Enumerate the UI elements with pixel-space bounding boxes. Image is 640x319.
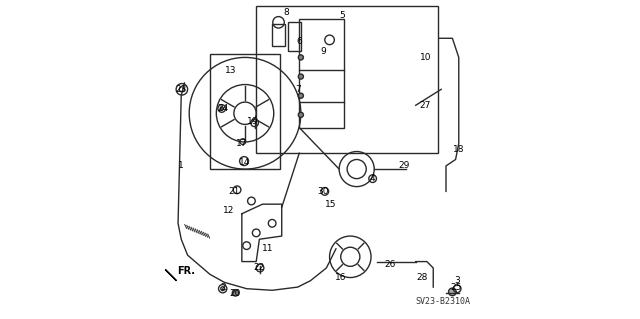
Bar	[300, 19, 344, 128]
Text: 3: 3	[454, 276, 460, 285]
Text: 9: 9	[320, 47, 326, 56]
Text: 2: 2	[220, 283, 225, 292]
Text: SV23-B2310A: SV23-B2310A	[416, 297, 470, 306]
Bar	[210, 54, 280, 169]
Text: 14: 14	[239, 158, 251, 167]
Text: 26: 26	[385, 260, 396, 269]
Text: 19: 19	[247, 117, 259, 126]
Text: 16: 16	[335, 273, 346, 282]
Text: 11: 11	[262, 244, 273, 253]
Text: 18: 18	[453, 145, 465, 154]
Text: FR.: FR.	[177, 266, 195, 276]
Bar	[272, 24, 285, 46]
Text: 1: 1	[179, 161, 184, 170]
Text: 29: 29	[399, 161, 410, 170]
Circle shape	[232, 290, 239, 296]
Text: 17: 17	[236, 139, 248, 148]
Text: 25: 25	[450, 283, 461, 292]
Text: 28: 28	[417, 273, 428, 282]
Circle shape	[449, 288, 456, 296]
Text: 13: 13	[225, 66, 236, 75]
Text: 12: 12	[223, 206, 235, 215]
Bar	[288, 22, 301, 51]
Polygon shape	[165, 270, 177, 281]
Circle shape	[298, 112, 303, 117]
Circle shape	[298, 55, 303, 60]
Bar	[256, 6, 438, 153]
Text: 20: 20	[230, 289, 241, 298]
Circle shape	[298, 74, 303, 79]
Text: 27: 27	[420, 101, 431, 110]
Text: 6: 6	[296, 37, 302, 46]
Text: 8: 8	[284, 8, 289, 17]
Text: 5: 5	[339, 11, 345, 20]
Circle shape	[220, 107, 223, 110]
Text: 24: 24	[217, 104, 228, 113]
Text: 23: 23	[175, 85, 187, 94]
Text: 21: 21	[228, 187, 239, 196]
Text: 30: 30	[317, 187, 329, 196]
Text: 7: 7	[295, 85, 301, 94]
Text: 4: 4	[370, 174, 376, 183]
Text: 10: 10	[420, 53, 431, 62]
Circle shape	[298, 93, 303, 98]
Text: 22: 22	[254, 263, 265, 272]
Text: 15: 15	[325, 200, 337, 209]
